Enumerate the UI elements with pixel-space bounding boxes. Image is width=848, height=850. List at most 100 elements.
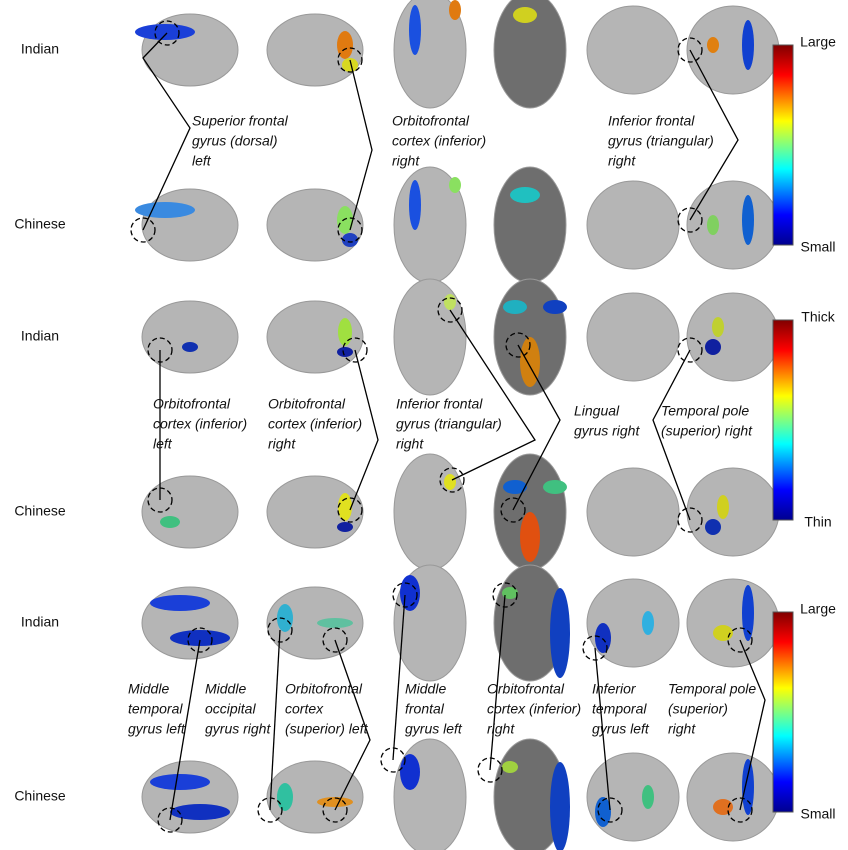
highlight	[742, 759, 754, 815]
roi-circle	[322, 797, 348, 823]
annotation: cortex (inferior)	[268, 416, 362, 432]
highlight	[150, 774, 210, 790]
brain	[686, 578, 780, 668]
annotation: Temporal pole	[668, 681, 756, 697]
highlight	[409, 5, 421, 55]
connector	[652, 349, 691, 521]
annotation: left	[153, 436, 173, 452]
annotation: right	[268, 436, 296, 452]
highlight	[277, 783, 293, 811]
highlight	[338, 318, 352, 346]
brain	[266, 586, 364, 660]
connector	[489, 594, 506, 771]
annotation: right	[668, 721, 696, 737]
highlight	[742, 195, 754, 245]
row-label: Chinese	[14, 503, 66, 519]
annotation: Orbitofrontal	[487, 681, 565, 697]
highlight	[182, 342, 198, 352]
connector	[392, 594, 406, 761]
brain	[493, 166, 567, 284]
annotation: Lingual	[574, 403, 620, 419]
annotation: Inferior	[592, 681, 637, 697]
brain	[266, 188, 364, 262]
brain	[393, 278, 467, 396]
row-label: Chinese	[14, 216, 66, 232]
roi-circle	[727, 797, 753, 823]
brain	[493, 0, 567, 109]
roi-circle	[392, 582, 418, 608]
roi-circle	[439, 467, 465, 493]
roi-circle	[187, 627, 213, 653]
annotation: cortex (inferior)	[487, 701, 581, 717]
highlight	[550, 588, 570, 678]
highlight	[317, 618, 353, 628]
roi-circle	[677, 207, 703, 233]
annotation: Orbitofrontal	[392, 113, 470, 129]
colorbar	[772, 611, 794, 813]
roi-circle	[500, 497, 526, 523]
annotation: gyrus (dorsal)	[192, 133, 278, 149]
roi-circle	[677, 337, 703, 363]
roi-circle	[157, 807, 183, 833]
annotation: gyrus right	[574, 423, 640, 439]
highlight	[503, 480, 527, 494]
highlight	[449, 0, 461, 20]
annotation: right	[396, 436, 424, 452]
annotation: Superior frontal	[192, 113, 289, 129]
brain	[586, 292, 680, 382]
brain	[141, 475, 239, 549]
highlight	[520, 512, 540, 562]
highlight	[342, 58, 358, 72]
annotation: gyrus left	[592, 721, 650, 737]
connector	[689, 49, 739, 221]
connector	[739, 639, 766, 811]
annotation: gyrus left	[128, 721, 186, 737]
highlight	[337, 522, 353, 532]
roi-circle	[147, 337, 173, 363]
roi-circle	[380, 747, 406, 773]
highlight	[444, 294, 456, 310]
highlight	[543, 480, 567, 494]
annotation: gyrus (triangular)	[608, 133, 714, 149]
annotation: right	[487, 721, 515, 737]
roi-circle	[337, 47, 363, 73]
highlight	[595, 623, 611, 653]
annotation: gyrus (triangular)	[396, 416, 502, 432]
brain	[586, 752, 680, 842]
highlight	[502, 761, 518, 773]
highlight	[170, 630, 230, 646]
roi-circle	[342, 337, 368, 363]
roi-circle	[582, 635, 608, 661]
annotation: cortex	[285, 701, 324, 717]
highlight	[717, 495, 729, 519]
annotation: Orbitofrontal	[285, 681, 363, 697]
row-label: Indian	[21, 614, 59, 630]
roi-circle	[677, 37, 703, 63]
highlight	[513, 7, 537, 23]
annotation: Inferior frontal	[608, 113, 695, 129]
roi-circle	[677, 507, 703, 533]
annotation: Orbitofrontal	[268, 396, 346, 412]
colorbar-label: Thin	[804, 514, 831, 530]
colorbar-label: Large	[800, 601, 836, 617]
annotation: left	[192, 153, 212, 169]
connector	[349, 349, 379, 511]
roi-circle	[597, 797, 623, 823]
roi-circle	[337, 497, 363, 523]
highlight	[449, 177, 461, 193]
colorbar-label: Large	[800, 34, 836, 50]
colorbar-label: Small	[800, 239, 835, 255]
highlight	[337, 206, 353, 234]
highlight	[337, 347, 353, 357]
roi-circle	[130, 217, 156, 243]
roi-circle	[337, 217, 363, 243]
brain	[686, 752, 780, 842]
roi-circle	[437, 297, 463, 323]
colorbar-label: Thick	[801, 309, 835, 325]
annotation: Temporal pole	[661, 403, 749, 419]
annotation: Middle	[128, 681, 169, 697]
brain	[141, 300, 239, 374]
highlight	[400, 754, 420, 790]
roi-circle	[322, 627, 348, 653]
annotation: occipital	[205, 701, 256, 717]
